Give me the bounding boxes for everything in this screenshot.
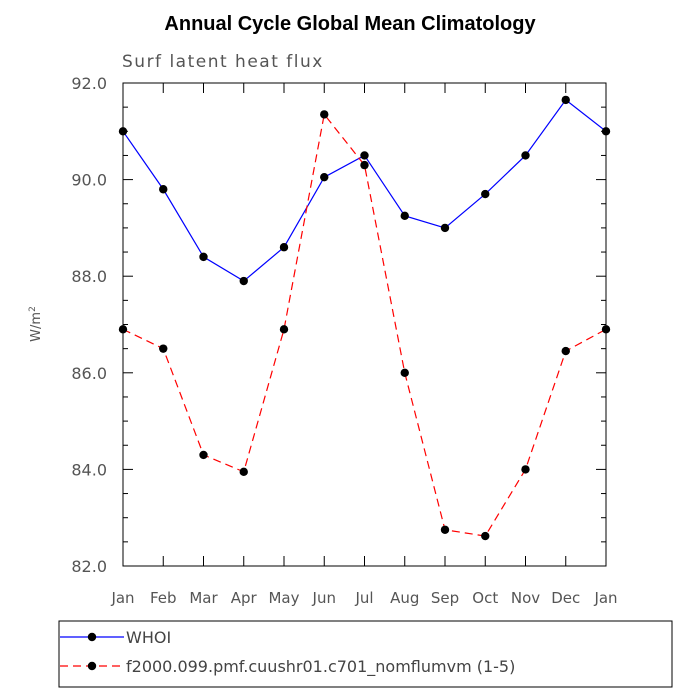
series-1-point <box>400 211 409 221</box>
x-tick-label: Apr <box>231 589 258 607</box>
series-2-point <box>159 344 168 353</box>
y-axis-label: W/m2 <box>28 306 44 342</box>
series-1-point <box>601 127 611 136</box>
plot-area: 82.0 84.0 86.0 88.0 90.0 92.0 Jan Feb Mar Apr May J… <box>71 74 617 607</box>
series-2-point <box>440 525 450 534</box>
series-1-point <box>360 151 369 160</box>
y-tick-label: 90.0 <box>71 171 107 190</box>
series-2-point <box>239 467 248 477</box>
series-1-point <box>521 151 530 160</box>
series-1-point <box>481 189 490 199</box>
x-tick-label: Feb <box>150 589 177 607</box>
x-tick-label: Dec <box>551 589 580 607</box>
y-tick-label: 86.0 <box>71 364 107 383</box>
series-2-point <box>118 325 128 334</box>
y-tick-label: 84.0 <box>71 460 107 479</box>
y-tick-label: 88.0 <box>71 267 107 286</box>
series-1-point <box>440 223 450 233</box>
legend-box <box>58 620 673 688</box>
x-tick-label: Jun <box>312 589 336 607</box>
x-tick-label: Sep <box>431 589 459 607</box>
series-1-point <box>118 127 128 136</box>
x-tick-label: Jan <box>593 589 617 607</box>
x-tick-label: Aug <box>390 589 419 607</box>
series-2-point <box>279 325 289 334</box>
legend-label-2: f2000.099.pmf.cuushr01.c701_nomflumvm (1… <box>126 657 515 677</box>
x-tick-label: Mar <box>189 589 218 607</box>
series-1-point <box>159 185 168 194</box>
series-2-point <box>320 110 329 119</box>
series-1-point <box>279 243 289 252</box>
series-1-point <box>320 172 329 182</box>
series-line-2 <box>122 112 607 537</box>
series-1-point <box>199 252 208 262</box>
y-tick-label: 92.0 <box>71 74 107 93</box>
series-2-point <box>360 160 369 170</box>
series-1-point <box>561 95 570 105</box>
x-tick-label: May <box>268 589 299 607</box>
legend: WHOI f2000.099.pmf.cuushr01.c701_nomflumv… <box>58 620 673 688</box>
legend-marker-1 <box>87 632 97 642</box>
series-1-point <box>239 276 248 286</box>
series-2-point <box>481 531 490 541</box>
series-2-point <box>199 450 208 460</box>
series-2-point <box>601 325 611 334</box>
chart-title: Annual Cycle Global Mean Climatology <box>164 13 536 35</box>
series-2-point <box>561 346 570 356</box>
x-tick-label: Oct <box>472 589 498 607</box>
x-tick-label: Jan <box>110 589 134 607</box>
legend-marker-2 <box>87 661 97 671</box>
chart-subtitle: Surf latent heat flux <box>122 52 324 72</box>
series-2-point <box>400 368 409 377</box>
x-tick-label: Nov <box>511 589 540 607</box>
y-tick-label: 82.0 <box>71 557 107 576</box>
series-line-1 <box>122 99 607 282</box>
legend-label-1: WHOI <box>126 628 171 647</box>
x-tick-label: Jul <box>354 589 373 607</box>
y-axis-label-exponent: 2 <box>28 306 38 312</box>
series-2-point <box>521 465 530 474</box>
y-axis-label-unit: W/m <box>29 312 44 342</box>
